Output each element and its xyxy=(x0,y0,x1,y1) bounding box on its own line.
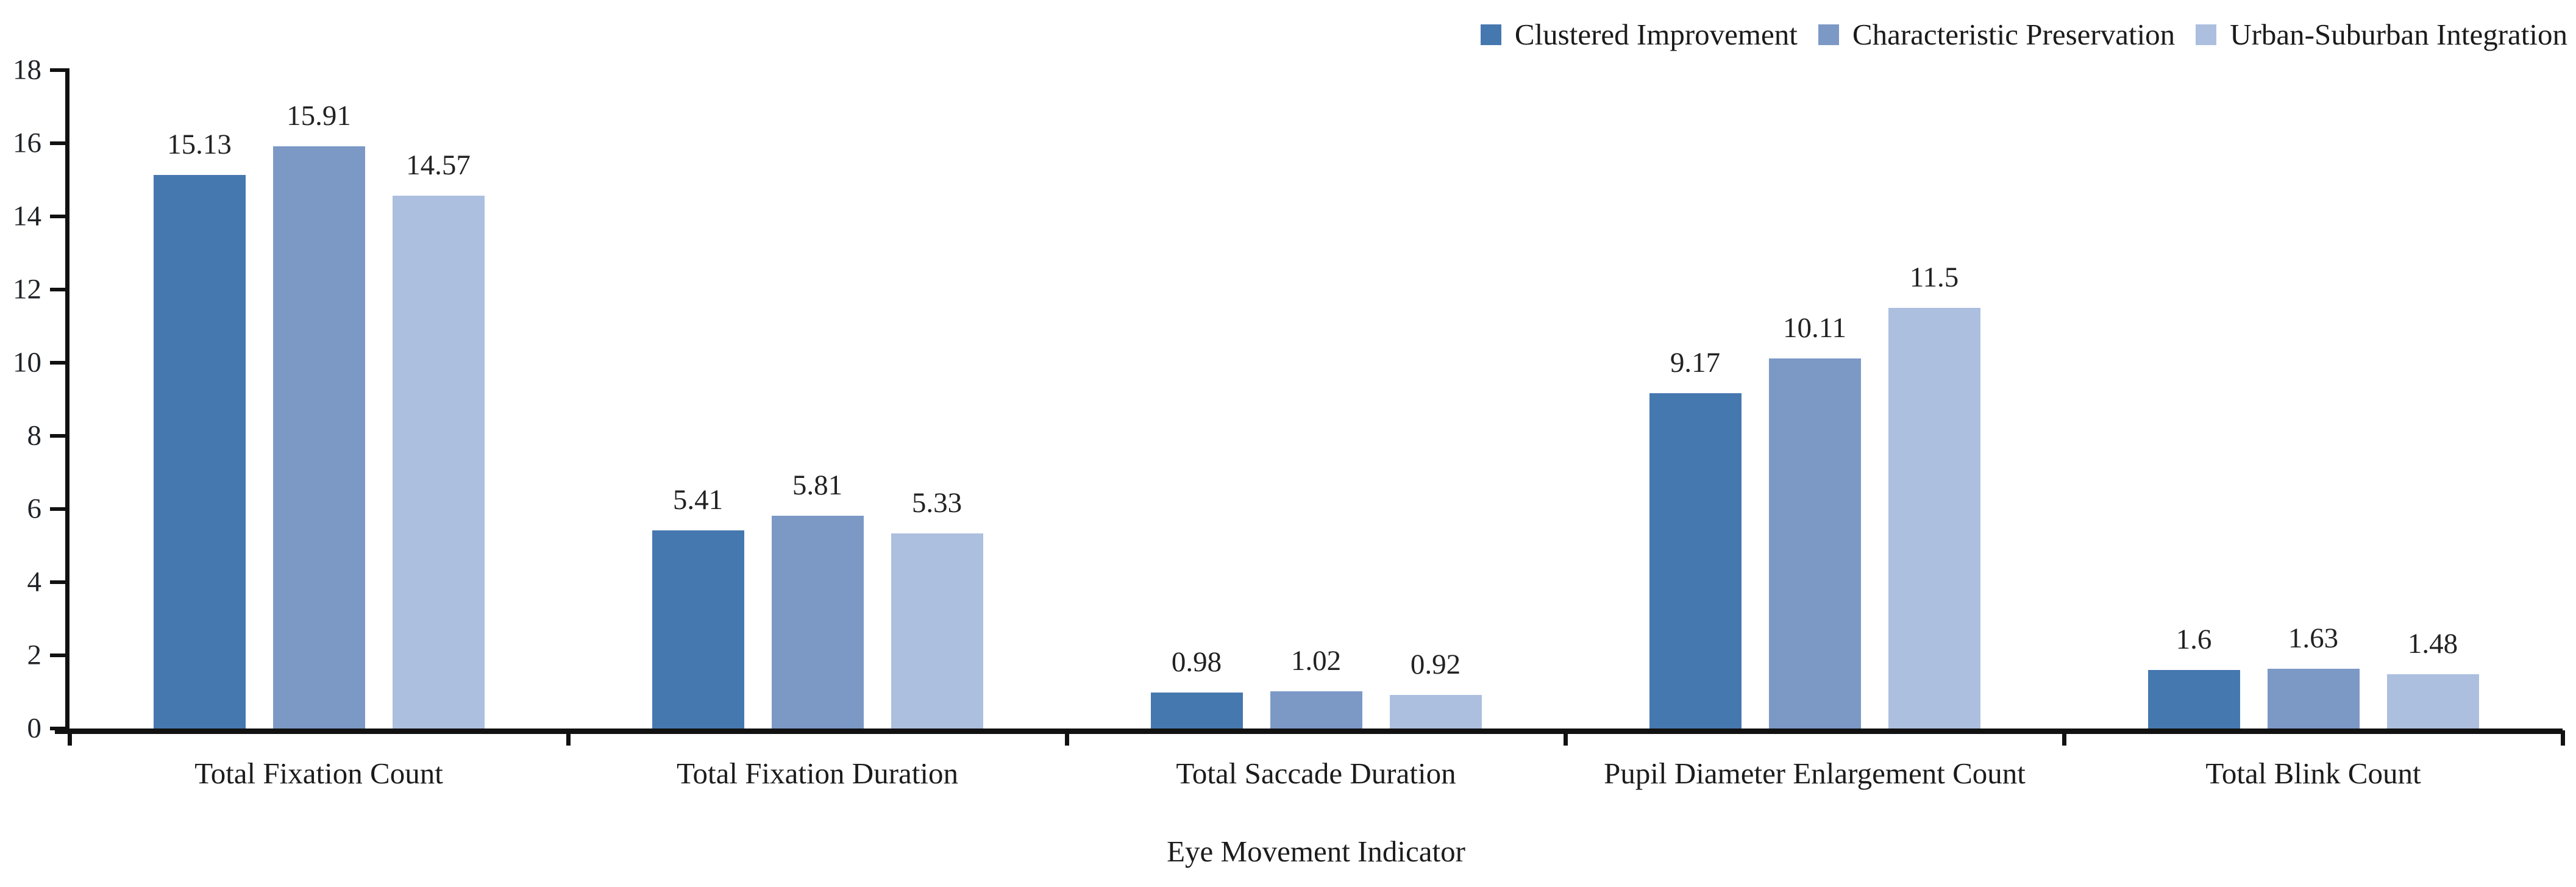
y-tick-mark xyxy=(50,215,66,218)
bar-group: 9.17 10.11 11.5 xyxy=(1565,70,2064,728)
bar xyxy=(1389,694,1482,728)
bar-unit: 9.17 xyxy=(1649,70,1742,728)
y-tick-mark xyxy=(50,288,66,291)
bar xyxy=(153,175,246,728)
plot-area: 0 2 4 6 8 10 12 14 16 18 15.13 15.91 14.57 5.41 5.81 5… xyxy=(13,55,2565,746)
category-label: Total Saccade Duration xyxy=(1176,757,1456,790)
bar xyxy=(1649,393,1742,728)
bar-unit: 0.92 xyxy=(1389,70,1482,728)
bar-value-label: 5.41 xyxy=(672,484,724,516)
bar xyxy=(2267,669,2360,728)
y-tick-label: 12 xyxy=(13,273,41,305)
bar xyxy=(1768,358,1861,728)
bar xyxy=(1270,691,1362,728)
legend-label: Urban-Suburban Integration xyxy=(2230,18,2567,51)
bar-unit: 15.91 xyxy=(272,70,365,728)
category-labels: Total Fixation Count Total Fixation Durat… xyxy=(69,756,2563,791)
x-tick-mark xyxy=(566,730,571,746)
y-tick-label: 18 xyxy=(13,54,41,86)
x-axis-line xyxy=(55,728,2563,734)
y-tick-label: 0 xyxy=(27,712,42,744)
y-tick-label: 14 xyxy=(13,200,41,232)
bar xyxy=(2386,674,2479,728)
bar-unit: 1.48 xyxy=(2386,70,2479,728)
bar xyxy=(652,530,744,728)
bar-value-label: 14.57 xyxy=(406,149,471,181)
bar-value-label: 11.5 xyxy=(1909,262,1959,293)
bar-value-label: 15.13 xyxy=(167,129,232,161)
category-label: Total Blink Count xyxy=(2205,757,2421,790)
bar-unit: 1.02 xyxy=(1270,70,1362,728)
bar-value-label: 10.11 xyxy=(1782,312,1846,344)
x-tick-mark xyxy=(1564,730,1568,746)
y-tick-label: 6 xyxy=(27,493,42,525)
bar xyxy=(771,516,864,728)
bar-value-label: 5.81 xyxy=(792,469,843,502)
bar-unit: 5.41 xyxy=(652,70,744,728)
bar-value-label: 1.63 xyxy=(2288,622,2339,655)
bar-value-label: 0.92 xyxy=(1410,648,1461,680)
bar-value-label: 5.33 xyxy=(911,487,962,519)
bar-group: 0.98 1.02 0.92 xyxy=(1067,70,1565,728)
y-axis-line xyxy=(65,68,69,730)
y-tick-label: 10 xyxy=(13,346,41,379)
y-tick-mark xyxy=(50,580,66,584)
bar-unit: 1.63 xyxy=(2267,70,2360,728)
y-tick-mark xyxy=(50,727,66,730)
category-label: Pupil Diameter Enlargement Count xyxy=(1604,757,2026,790)
legend-swatch-icon xyxy=(1818,24,1839,45)
y-tick-mark xyxy=(50,361,66,365)
bar-unit: 10.11 xyxy=(1768,70,1861,728)
bar-unit: 11.5 xyxy=(1888,70,1980,728)
legend-item: Urban-Suburban Integration xyxy=(2196,18,2567,51)
bar-unit: 14.57 xyxy=(392,70,485,728)
bar xyxy=(1888,308,1980,728)
legend-label: Clustered Improvement xyxy=(1514,18,1798,51)
bar-value-label: 0.98 xyxy=(1171,646,1222,679)
bar-unit: 5.81 xyxy=(771,70,864,728)
bar-value-label: 15.91 xyxy=(286,100,351,132)
x-tick-mark xyxy=(2561,730,2565,746)
y-tick-label: 16 xyxy=(13,127,41,159)
bar xyxy=(2147,670,2240,728)
bar xyxy=(1150,693,1243,728)
y-tick-mark xyxy=(50,434,66,438)
legend-swatch-icon xyxy=(1480,24,1501,45)
bar xyxy=(891,533,983,728)
bar-group: 15.13 15.91 14.57 xyxy=(69,70,568,728)
x-tick-mark xyxy=(1065,730,1069,746)
bar-unit: 15.13 xyxy=(153,70,246,728)
y-tick-mark xyxy=(50,507,66,511)
category-label: Total Fixation Duration xyxy=(676,757,958,790)
y-tick-mark xyxy=(50,654,66,657)
bar-value-label: 1.6 xyxy=(2176,624,2212,656)
bar-value-label: 9.17 xyxy=(1670,346,1721,379)
y-tick-mark xyxy=(50,141,66,145)
bar-group: 5.41 5.81 5.33 xyxy=(568,70,1067,728)
legend-item: Clustered Improvement xyxy=(1480,18,1798,51)
bar-value-label: 1.48 xyxy=(2407,628,2458,660)
bar-group: 1.6 1.63 1.48 xyxy=(2064,70,2563,728)
bar-groups: 15.13 15.91 14.57 5.41 5.81 5.33 0.98 1.02 0.92 9… xyxy=(69,70,2563,728)
legend-label: Characteristic Preservation xyxy=(1852,18,2176,51)
category-label: Total Fixation Count xyxy=(194,757,443,790)
y-tick-label: 2 xyxy=(27,639,42,671)
x-tick-mark xyxy=(68,730,72,746)
bar xyxy=(272,146,365,728)
y-tick-label: 4 xyxy=(27,566,42,598)
legend-item: Characteristic Preservation xyxy=(1818,18,2175,51)
bar-value-label: 1.02 xyxy=(1290,644,1342,677)
bar-unit: 1.6 xyxy=(2147,70,2240,728)
x-axis-title: Eye Movement Indicator xyxy=(1167,835,1465,868)
bar-unit: 5.33 xyxy=(891,70,983,728)
legend-swatch-icon xyxy=(2196,24,2217,45)
legend: Clustered Improvement Characteristic Pres… xyxy=(1480,18,2567,51)
bar xyxy=(392,195,485,728)
x-tick-mark xyxy=(2062,730,2066,746)
y-tick-label: 8 xyxy=(27,419,42,452)
y-tick-mark xyxy=(50,68,66,72)
bar-unit: 0.98 xyxy=(1150,70,1243,728)
